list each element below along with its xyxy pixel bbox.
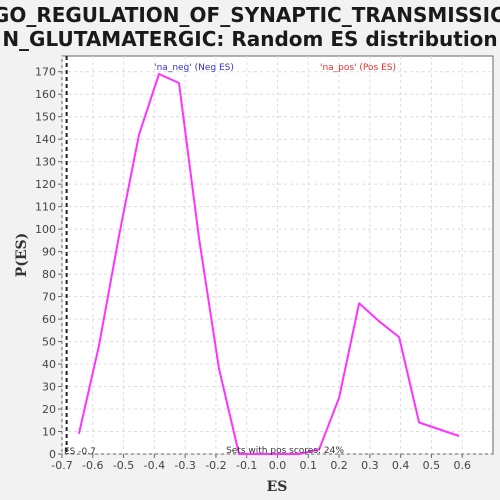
y-tick-label: 90 [42, 246, 56, 259]
es-value-label: ES -0.7 [64, 447, 96, 457]
pos-es-label: 'na_pos' (Pos ES) [320, 63, 396, 73]
x-tick-label: -0.6 [82, 459, 103, 472]
y-tick-label: 60 [42, 313, 56, 326]
sets-pos-label: Sets with pos scores: 24% [226, 446, 344, 456]
chart-title-line-1: GO_REGULATION_OF_SYNAPTIC_TRANSMISSIO [0, 3, 500, 27]
y-tick-label: 80 [42, 268, 56, 281]
y-tick-label: 120 [35, 178, 56, 191]
y-tick-label: 160 [35, 88, 56, 101]
axis-ticks: 0 10 20 30 40 50 60 70 80 90 100 110 120 130 140 150 160… [35, 66, 471, 472]
series-line [77, 73, 460, 455]
x-tick-label: 0.0 [269, 459, 287, 472]
y-tick-label: 0 [49, 448, 56, 461]
y-tick-label: 10 [42, 426, 56, 439]
x-tick-label: -0.5 [113, 459, 134, 472]
y-axis-label: P(ES) [14, 233, 30, 278]
x-tick-label: 0.6 [453, 459, 471, 472]
y-tick-label: 150 [35, 111, 56, 124]
y-tick-label: 50 [42, 336, 56, 349]
x-tick-label: -0.7 [51, 459, 72, 472]
y-tick-label: 20 [42, 403, 56, 416]
x-tick-label: -0.2 [205, 459, 226, 472]
y-tick-label: 130 [35, 156, 56, 169]
x-tick-label: -0.1 [236, 459, 257, 472]
x-tick-label: -0.3 [174, 459, 195, 472]
x-tick-label: 0.3 [361, 459, 379, 472]
annotations: 'na_neg' (Neg ES) 'na_pos' (Pos ES) ES -… [64, 63, 396, 457]
x-tick-label: -0.4 [144, 459, 165, 472]
series-layer [65, 56, 460, 455]
y-tick-label: 140 [35, 133, 56, 146]
x-tick-label: 0.1 [300, 459, 318, 472]
y-tick-label: 70 [42, 291, 56, 304]
grid-lines [61, 56, 493, 455]
y-tick-label: 30 [42, 381, 56, 394]
y-tick-label: 40 [42, 358, 56, 371]
y-tick-label: 110 [35, 201, 56, 214]
y-tick-label: 100 [35, 223, 56, 236]
x-tick-label: 0.4 [392, 459, 410, 472]
y-tick-label: 170 [35, 66, 56, 79]
x-tick-label: 0.5 [423, 459, 441, 472]
chart-title-line-2: N_GLUTAMATERGIC: Random ES distribution [2, 27, 497, 51]
neg-es-label: 'na_neg' (Neg ES) [154, 63, 234, 73]
x-axis-label: ES [267, 479, 288, 495]
x-tick-label: 0.2 [330, 459, 348, 472]
